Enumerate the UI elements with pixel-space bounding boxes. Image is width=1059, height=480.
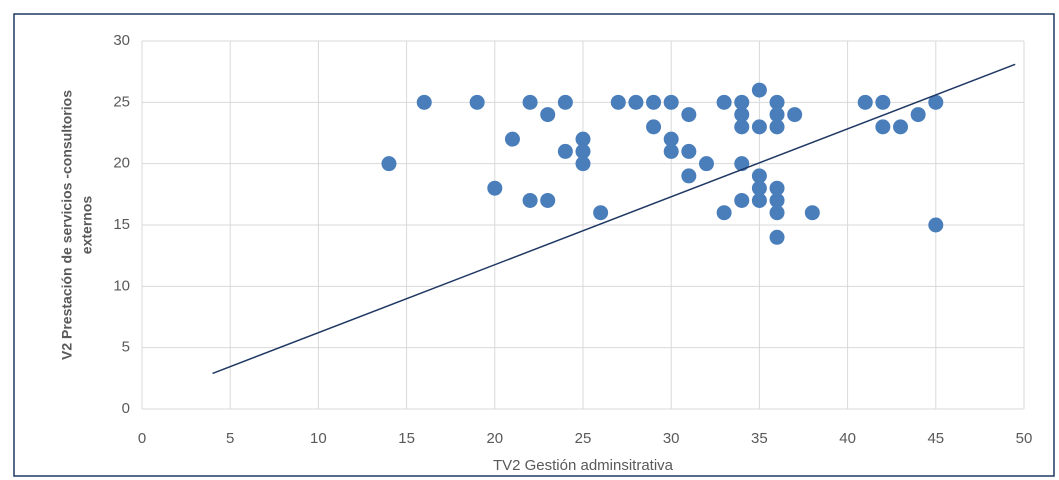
x-axis-label: TV2 Gestión adminsitrativa [493, 457, 674, 474]
x-tick-label: 0 [138, 430, 146, 447]
point [593, 205, 609, 221]
point [575, 143, 591, 159]
x-tick-label: 20 [486, 430, 503, 447]
y-tick-label: 15 [113, 216, 130, 233]
chart-border [13, 13, 1055, 477]
point [575, 156, 591, 172]
y-axis-label: V2 Prestación de servicios -consultorios [59, 90, 75, 360]
point [734, 94, 750, 110]
point [681, 107, 697, 123]
point [681, 143, 697, 159]
point [522, 94, 538, 110]
point [769, 229, 785, 245]
point [875, 119, 891, 135]
x-tick-label: 50 [1016, 430, 1033, 447]
point [893, 119, 909, 135]
point [716, 205, 732, 221]
point [646, 119, 662, 135]
point [698, 156, 714, 172]
point [663, 131, 679, 147]
point [875, 94, 891, 110]
point [487, 180, 503, 196]
y-tick-label: 25 [113, 93, 130, 110]
point [716, 94, 732, 110]
point [557, 143, 573, 159]
x-tick-label: 15 [398, 430, 415, 447]
point [751, 82, 767, 98]
point [769, 192, 785, 208]
x-tick-label: 40 [839, 430, 856, 447]
x-tick-label: 10 [310, 430, 327, 447]
y-tick-label: 20 [113, 155, 130, 172]
point [769, 119, 785, 135]
y-axis-label: externos [79, 196, 95, 255]
y-tick-label: 0 [122, 400, 130, 417]
point [575, 131, 591, 147]
point [557, 94, 573, 110]
point [769, 180, 785, 196]
point [663, 94, 679, 110]
point [787, 107, 803, 123]
point [540, 107, 556, 123]
point [469, 94, 485, 110]
y-tick-label: 30 [113, 32, 130, 49]
point [751, 168, 767, 184]
point [522, 192, 538, 208]
x-tick-label: 25 [575, 430, 592, 447]
point [910, 107, 926, 123]
point [610, 94, 626, 110]
x-tick-label: 30 [663, 430, 680, 447]
x-tick-label: 45 [927, 430, 944, 447]
point [381, 156, 397, 172]
point [928, 94, 944, 110]
point [769, 94, 785, 110]
point [804, 205, 820, 221]
x-tick-label: 35 [751, 430, 768, 447]
point [734, 107, 750, 123]
point [751, 119, 767, 135]
point [628, 94, 644, 110]
y-tick-label: 5 [122, 339, 130, 356]
point [681, 168, 697, 184]
point [646, 94, 662, 110]
trendline [212, 63, 1016, 375]
point [734, 192, 750, 208]
point [663, 143, 679, 159]
point [734, 119, 750, 135]
point [504, 131, 520, 147]
x-tick-label: 5 [226, 430, 234, 447]
point [769, 205, 785, 221]
point [416, 94, 432, 110]
point [540, 192, 556, 208]
point [769, 107, 785, 123]
point [857, 94, 873, 110]
point [751, 180, 767, 196]
point [751, 192, 767, 208]
point [928, 217, 944, 233]
y-tick-label: 10 [113, 277, 130, 294]
